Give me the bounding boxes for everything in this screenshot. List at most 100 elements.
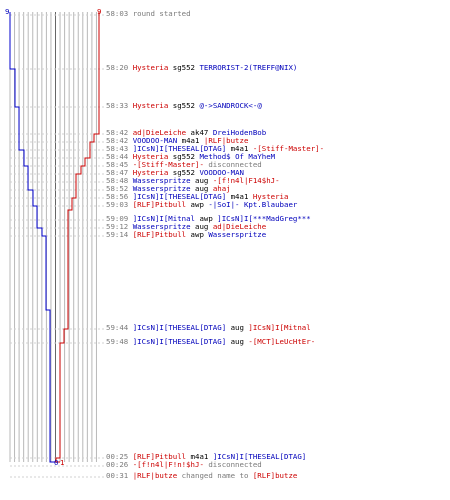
event-time: 58:52 <box>106 184 133 193</box>
event-text: Wasserspritze <box>132 184 191 193</box>
event-text: ad|DieLeiche <box>212 222 267 231</box>
event-text: ahaj <box>212 184 231 193</box>
event-row: 58:03 round started <box>106 10 191 18</box>
event-time: 59:14 <box>106 230 133 239</box>
event-text: ]ICsN]I[***MadGreg*** <box>217 214 311 223</box>
event-text: |RLF|butze <box>132 471 178 480</box>
event-time: 58:45 <box>106 160 133 169</box>
event-text: -[f!n4l|F14$hJ- <box>212 176 280 185</box>
event-time: 58:03 <box>106 9 133 18</box>
event-text: DreiHodenBob <box>212 128 267 137</box>
event-text: awp <box>195 214 218 223</box>
event-row: 58:33 Hysteria sg552 @->SANDROCK<-@ <box>106 102 262 110</box>
event-text: [RLF]Pitbull <box>132 230 187 239</box>
event-time: 59:09 <box>106 214 133 223</box>
event-text: m4a1 <box>186 452 213 461</box>
event-row: 00:26 -[f!n4l|F!n!$hJ- disconnected <box>106 461 262 469</box>
event-text: ak47 <box>186 128 213 137</box>
event-text: aug <box>190 184 213 193</box>
event-text: Wasserspritze <box>208 230 267 239</box>
event-text: m4a1 <box>177 136 204 145</box>
event-row: 58:48 Wasserspritze aug -[f!n4l|F14$hJ- <box>106 177 280 185</box>
event-row: 58:43 ]ICsN]I[THESEAL[DTAG] m4a1 -[Stiff… <box>106 145 324 153</box>
event-time: 00:31 <box>106 471 133 480</box>
event-text: @->SANDROCK<-@ <box>199 101 262 110</box>
event-text: [RLF]butze <box>252 471 298 480</box>
event-text: aug <box>226 323 249 332</box>
event-time: 58:20 <box>106 63 133 72</box>
event-row: 59:12 Wasserspritze aug ad|DieLeiche <box>106 223 266 231</box>
event-text: ad|DieLeiche <box>132 128 187 137</box>
blue-team-start-count: 9 <box>5 7 10 16</box>
event-time: 58:43 <box>106 144 133 153</box>
event-text: ]ICsN]I[THESEAL[DTAG] <box>132 144 227 153</box>
event-time: 59:44 <box>106 323 133 332</box>
event-time: 58:48 <box>106 176 133 185</box>
event-text: ]ICsN]I[Mitnal <box>132 214 195 223</box>
event-row: 58:52 Wasserspritze aug ahaj <box>106 185 231 193</box>
event-row: 59:03 [RLF]Pitbull awp -|SoI|- Kpt.Blaub… <box>106 201 297 209</box>
event-text: -|SoI|- Kpt.Blaubaer <box>208 200 298 209</box>
event-row: 58:56 ]ICsN]I[THESEAL[DTAG] m4a1 Hysteri… <box>106 193 288 201</box>
red-team-start-count: 9 <box>97 7 102 16</box>
team-size-timeline <box>9 12 104 478</box>
blue-team-end-count: 0 <box>54 458 59 467</box>
event-row: 00:25 [RLF]Pitbull m4a1 ]ICsN]I[THESEAL[… <box>106 453 306 461</box>
event-time: 58:42 <box>106 128 133 137</box>
event-text: awp <box>186 200 209 209</box>
event-text: ]ICsN]I[THESEAL[DTAG] <box>132 337 227 346</box>
event-time: 59:03 <box>106 200 133 209</box>
event-text: [RLF]Pitbull <box>132 200 187 209</box>
event-row: 59:44 ]ICsN]I[THESEAL[DTAG] aug ]ICsN]I[… <box>106 324 311 332</box>
event-time: 58:33 <box>106 101 133 110</box>
event-text: m4a1 <box>226 144 253 153</box>
event-time: 58:47 <box>106 168 133 177</box>
event-text: disconnected <box>203 160 262 169</box>
event-row: 58:45 -[Stiff-Master]- disconnected <box>106 161 262 169</box>
event-row: 58:42 ad|DieLeiche ak47 DreiHodenBob <box>106 129 266 137</box>
event-row: 00:31 |RLF|butze changed name to [RLF]bu… <box>106 472 297 480</box>
event-text: Hysteria <box>132 152 169 161</box>
event-row: 58:47 Hysteria sg552 VOODOO-MAN <box>106 169 244 177</box>
event-text: VOODOO-MAN <box>199 168 244 177</box>
event-text: sg552 <box>168 152 200 161</box>
event-time: 00:26 <box>106 460 133 469</box>
event-text: ]ICsN]I[THESEAL[DTAG] <box>132 323 227 332</box>
event-text: sg552 <box>168 63 200 72</box>
event-text: changed name to <box>177 471 253 480</box>
event-text: Hysteria <box>252 192 289 201</box>
event-text: aug <box>226 337 249 346</box>
event-text: aug <box>190 222 213 231</box>
event-time: 58:44 <box>106 152 133 161</box>
event-text: |RLF|butze <box>203 136 249 145</box>
event-text: round started <box>132 9 191 18</box>
red-team-end-count: 1 <box>60 458 65 467</box>
red-team-line <box>55 12 100 463</box>
event-text: sg552 <box>168 168 200 177</box>
event-text: ]ICsN]I[Mitnal <box>248 323 311 332</box>
event-text: -[Stiff-Master]- <box>132 160 204 169</box>
event-text: Wasserspritze <box>132 176 191 185</box>
event-time: 59:48 <box>106 337 133 346</box>
event-text: Method$ Of MaYheM <box>199 152 276 161</box>
event-text: -[MCT]LeUcHtEr- <box>248 337 316 346</box>
event-row: 59:09 ]ICsN]I[Mitnal awp ]ICsN]I[***MadG… <box>106 215 311 223</box>
event-text: sg552 <box>168 101 200 110</box>
event-text: -[Stiff-Master]- <box>252 144 325 153</box>
event-time: 58:56 <box>106 192 133 201</box>
event-text: Hysteria <box>132 101 169 110</box>
event-row: 58:42 VOODOO-MAN m4a1 |RLF|butze <box>106 137 248 145</box>
event-row: 58:20 Hysteria sg552 TERRORIST-2(TREFF@N… <box>106 64 297 72</box>
event-time: 59:12 <box>106 222 133 231</box>
event-text: disconnected <box>203 460 262 469</box>
event-text: ]ICsN]I[THESEAL[DTAG] <box>132 192 227 201</box>
event-time: 58:42 <box>106 136 133 145</box>
event-text: TERRORIST-2(TREFF@NIX) <box>199 63 298 72</box>
event-text: ]ICsN]I[THESEAL[DTAG] <box>212 452 307 461</box>
event-row: 59:48 ]ICsN]I[THESEAL[DTAG] aug -[MCT]Le… <box>106 338 315 346</box>
blue-team-line <box>9 12 56 463</box>
event-text: [RLF]Pitbull <box>132 452 187 461</box>
grid-lines <box>9 12 97 462</box>
event-text: awp <box>186 230 209 239</box>
event-text: -[f!n4l|F!n!$hJ- <box>132 460 204 469</box>
